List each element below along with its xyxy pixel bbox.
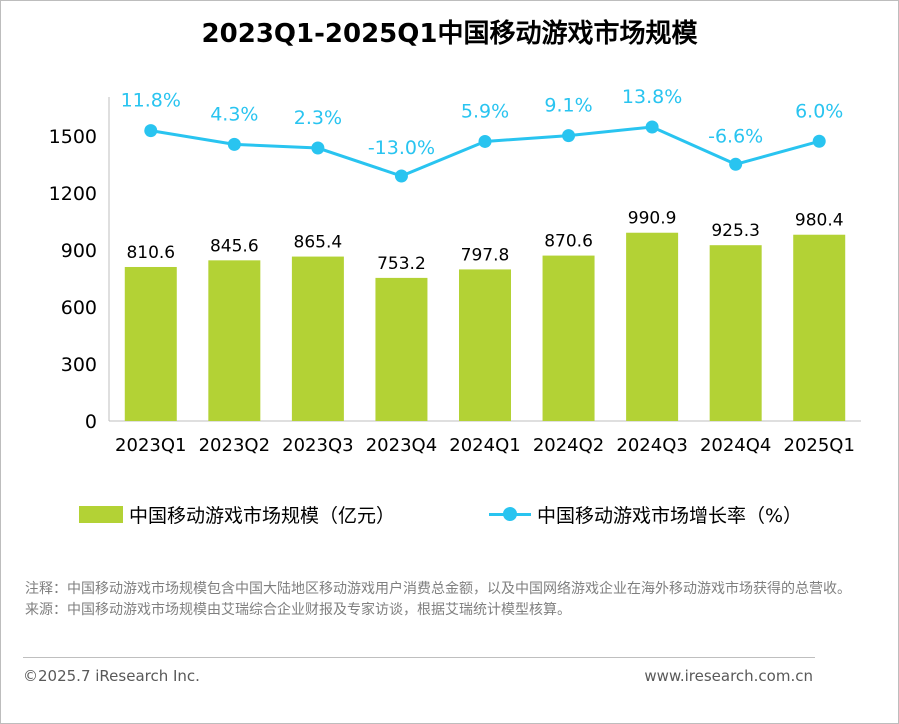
growth-point (144, 124, 158, 138)
growth-value-label: 11.8% (121, 90, 181, 112)
bar (291, 256, 344, 421)
growth-point (394, 169, 408, 183)
legend-item-growth-rate: 中国移动游戏市场增长率（%） (489, 501, 802, 528)
y-tick-label: 1500 (49, 126, 97, 148)
x-tick-label: 2025Q1 (784, 435, 855, 456)
growth-point (227, 137, 241, 151)
notes: 注释：中国移动游戏市场规模包含中国大陆地区移动游戏用户消费总金额，以及中国网络游… (25, 579, 855, 621)
growth-point (812, 134, 826, 148)
legend-item-market-size: 中国移动游戏市场规模（亿元） (79, 501, 395, 528)
growth-value-label: -6.6% (708, 125, 763, 147)
bar-value-label: 797.8 (461, 245, 510, 265)
source-text: 来源：中国移动游戏市场规模由艾瑞综合企业财报及专家访谈，根据艾瑞统计模型核算。 (25, 602, 571, 618)
bar (709, 245, 762, 421)
bar-value-label: 753.2 (377, 254, 426, 274)
x-tick-label: 2023Q2 (199, 435, 270, 456)
bar (375, 277, 428, 421)
bar-value-label: 980.4 (795, 211, 844, 231)
x-tick-label: 2024Q2 (533, 435, 604, 456)
bar-value-label: 865.4 (294, 233, 343, 253)
bar-value-label: 990.9 (628, 209, 677, 229)
growth-point (478, 134, 492, 148)
growth-value-label: 2.3% (294, 107, 342, 129)
bar (793, 234, 846, 421)
growth-point (311, 141, 325, 155)
x-tick-label: 2024Q1 (449, 435, 520, 456)
legend-line-label: 中国移动游戏市场增长率（%） (537, 505, 803, 527)
growth-value-label: -13.0% (368, 137, 435, 159)
chart-title: 2023Q1-2025Q1中国移动游戏市场规模 (201, 19, 698, 49)
bar-value-label: 845.6 (210, 236, 259, 256)
y-tick-label: 600 (61, 297, 97, 319)
bar (208, 260, 261, 421)
growth-point (645, 120, 659, 134)
x-tick-label: 2023Q4 (366, 435, 437, 456)
bar-value-label: 810.6 (126, 243, 175, 263)
legend-bar-label: 中国移动游戏市场规模（亿元） (129, 505, 396, 527)
growth-value-label: 13.8% (622, 86, 682, 108)
bar-value-label: 925.3 (711, 221, 760, 241)
growth-point (729, 157, 743, 171)
y-tick-label: 1200 (49, 183, 97, 205)
growth-value-label: 9.1% (544, 95, 592, 117)
bar-value-label: 870.6 (544, 232, 593, 252)
footer-divider (23, 657, 815, 658)
y-tick-label: 300 (61, 354, 97, 376)
growth-value-label: 5.9% (461, 100, 509, 122)
bar (124, 266, 177, 421)
x-tick-label: 2024Q4 (700, 435, 771, 456)
legend-bar-swatch (79, 506, 123, 523)
bar (459, 269, 511, 421)
growth-point (562, 129, 576, 143)
growth-value-label: 6.0% (795, 100, 843, 122)
y-tick-label: 0 (85, 411, 97, 433)
y-tick-label: 900 (61, 240, 97, 262)
bar (626, 232, 679, 421)
bar (542, 255, 595, 421)
combo-chart: 0 300 600 900 1200 1500 2023Q1 2023Q2 2023Q3 2023… (49, 86, 861, 456)
note-text: 注释：中国移动游戏市场规模包含中国大陆地区移动游戏用户消费总金额，以及中国网络游… (25, 581, 851, 597)
copyright: ©2025.7 iResearch Inc. (23, 667, 200, 685)
growth-value-label: 4.3% (210, 103, 258, 125)
x-tick-label: 2024Q3 (616, 435, 687, 456)
legend-line-swatch (489, 506, 531, 523)
x-tick-label: 2023Q1 (115, 435, 186, 456)
website-link[interactable]: www.iresearch.com.cn (644, 667, 813, 685)
x-tick-label: 2023Q3 (282, 435, 353, 456)
legend: 中国移动游戏市场规模（亿元） 中国移动游戏市场增长率（%） (1, 501, 898, 531)
